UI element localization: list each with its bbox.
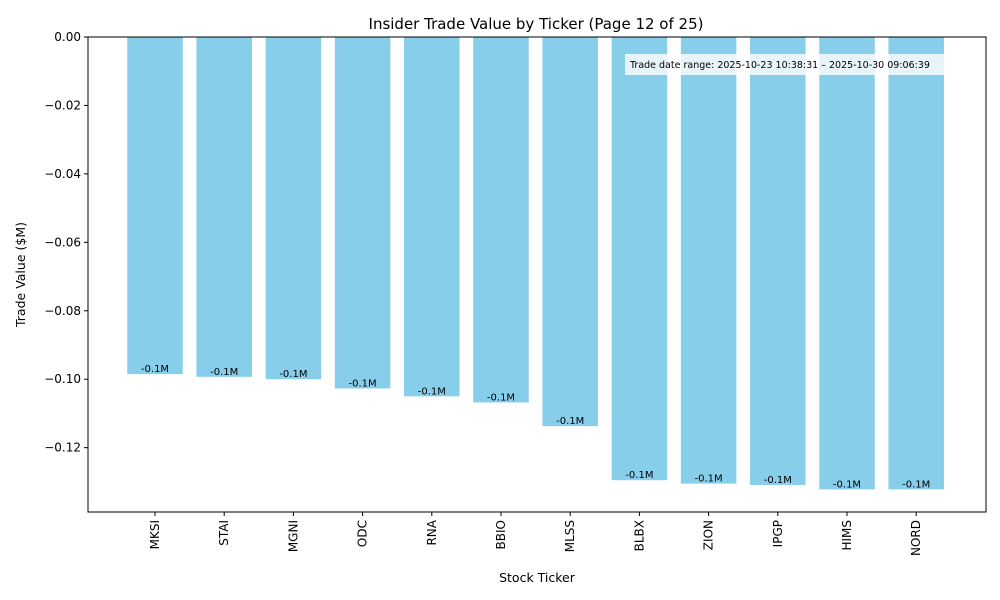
data-label-nord: -0.1M — [902, 479, 930, 490]
x-tick-label-stai: STAI — [217, 520, 231, 546]
bar-rna — [404, 37, 460, 397]
y-tick-label: −0.02 — [44, 98, 81, 112]
bar-mgni — [265, 37, 322, 380]
x-tick-label-blbx: BLBX — [632, 520, 646, 551]
plot-frame — [87, 36, 987, 513]
bar-stai — [196, 37, 252, 377]
x-tick-label-zion: ZION — [702, 520, 716, 550]
bar-mlss — [542, 37, 598, 427]
data-label-zion: -0.1M — [695, 474, 723, 485]
data-label-blbx: -0.1M — [625, 470, 653, 481]
data-label-mgni: -0.1M — [279, 369, 307, 380]
x-tick-label-nord: NORD — [909, 520, 923, 556]
data-label-hims: -0.1M — [833, 479, 861, 490]
y-axis-label: Trade Value ($M) — [13, 222, 28, 328]
bar-ipgp — [750, 37, 806, 485]
x-tick-label-hims: HIMS — [840, 520, 854, 551]
data-label-odc: -0.1M — [349, 378, 377, 389]
x-tick-label-odc: ODC — [356, 520, 370, 547]
annotation-text: Trade date range: 2025-10-23 10:38:31 – … — [629, 60, 930, 71]
y-tick-label: −0.06 — [44, 235, 81, 249]
bar-hims — [819, 37, 875, 490]
y-tick-label: −0.08 — [44, 304, 81, 318]
data-labels-group: -0.1M -0.1M -0.1M -0.1M -0.1M -0.1M -0.1M -0.1M… — [141, 364, 930, 490]
data-label-stai: -0.1M — [210, 367, 238, 378]
x-tick-label-rna: RNA — [425, 519, 439, 545]
x-tick-label-mgni: MGNI — [286, 520, 300, 552]
x-axis: MKSI STAI MGNI ODC RNA BBIO MLSS BLBX ZION IPGP HI… — [148, 512, 923, 556]
y-tick-label: −0.12 — [44, 441, 81, 455]
bar-odc — [334, 37, 391, 389]
y-tick-label: −0.10 — [44, 372, 81, 386]
data-label-bbio: -0.1M — [487, 392, 515, 403]
data-label-mksi: -0.1M — [141, 364, 169, 375]
bar-nord — [888, 37, 944, 490]
y-axis: 0.00 −0.02 −0.04 −0.06 −0.08 −0.10 −0.12 — [44, 30, 88, 455]
x-tick-label-mksi: MKSI — [148, 520, 162, 549]
chart-title: Insider Trade Value by Ticker (Page 12 o… — [369, 15, 704, 33]
bars-group — [127, 37, 944, 490]
data-label-ipgp: -0.1M — [764, 475, 792, 486]
y-tick-label: 0.00 — [54, 30, 81, 44]
bar-mksi — [127, 37, 183, 375]
x-tick-label-mlss: MLSS — [563, 520, 577, 552]
bar-blbx — [611, 37, 668, 481]
bar-bbio — [473, 37, 529, 403]
data-label-mlss: -0.1M — [556, 416, 584, 427]
data-label-rna: -0.1M — [418, 386, 446, 397]
y-tick-label: −0.04 — [44, 167, 81, 181]
x-axis-label: Stock Ticker — [499, 570, 576, 585]
date-range-annotation: Trade date range: 2025-10-23 10:38:31 – … — [625, 54, 985, 75]
bar-zion — [680, 37, 737, 484]
x-tick-label-bbio: BBIO — [494, 520, 508, 549]
x-tick-label-ipgp: IPGP — [771, 520, 785, 547]
annotation-box — [625, 54, 985, 75]
